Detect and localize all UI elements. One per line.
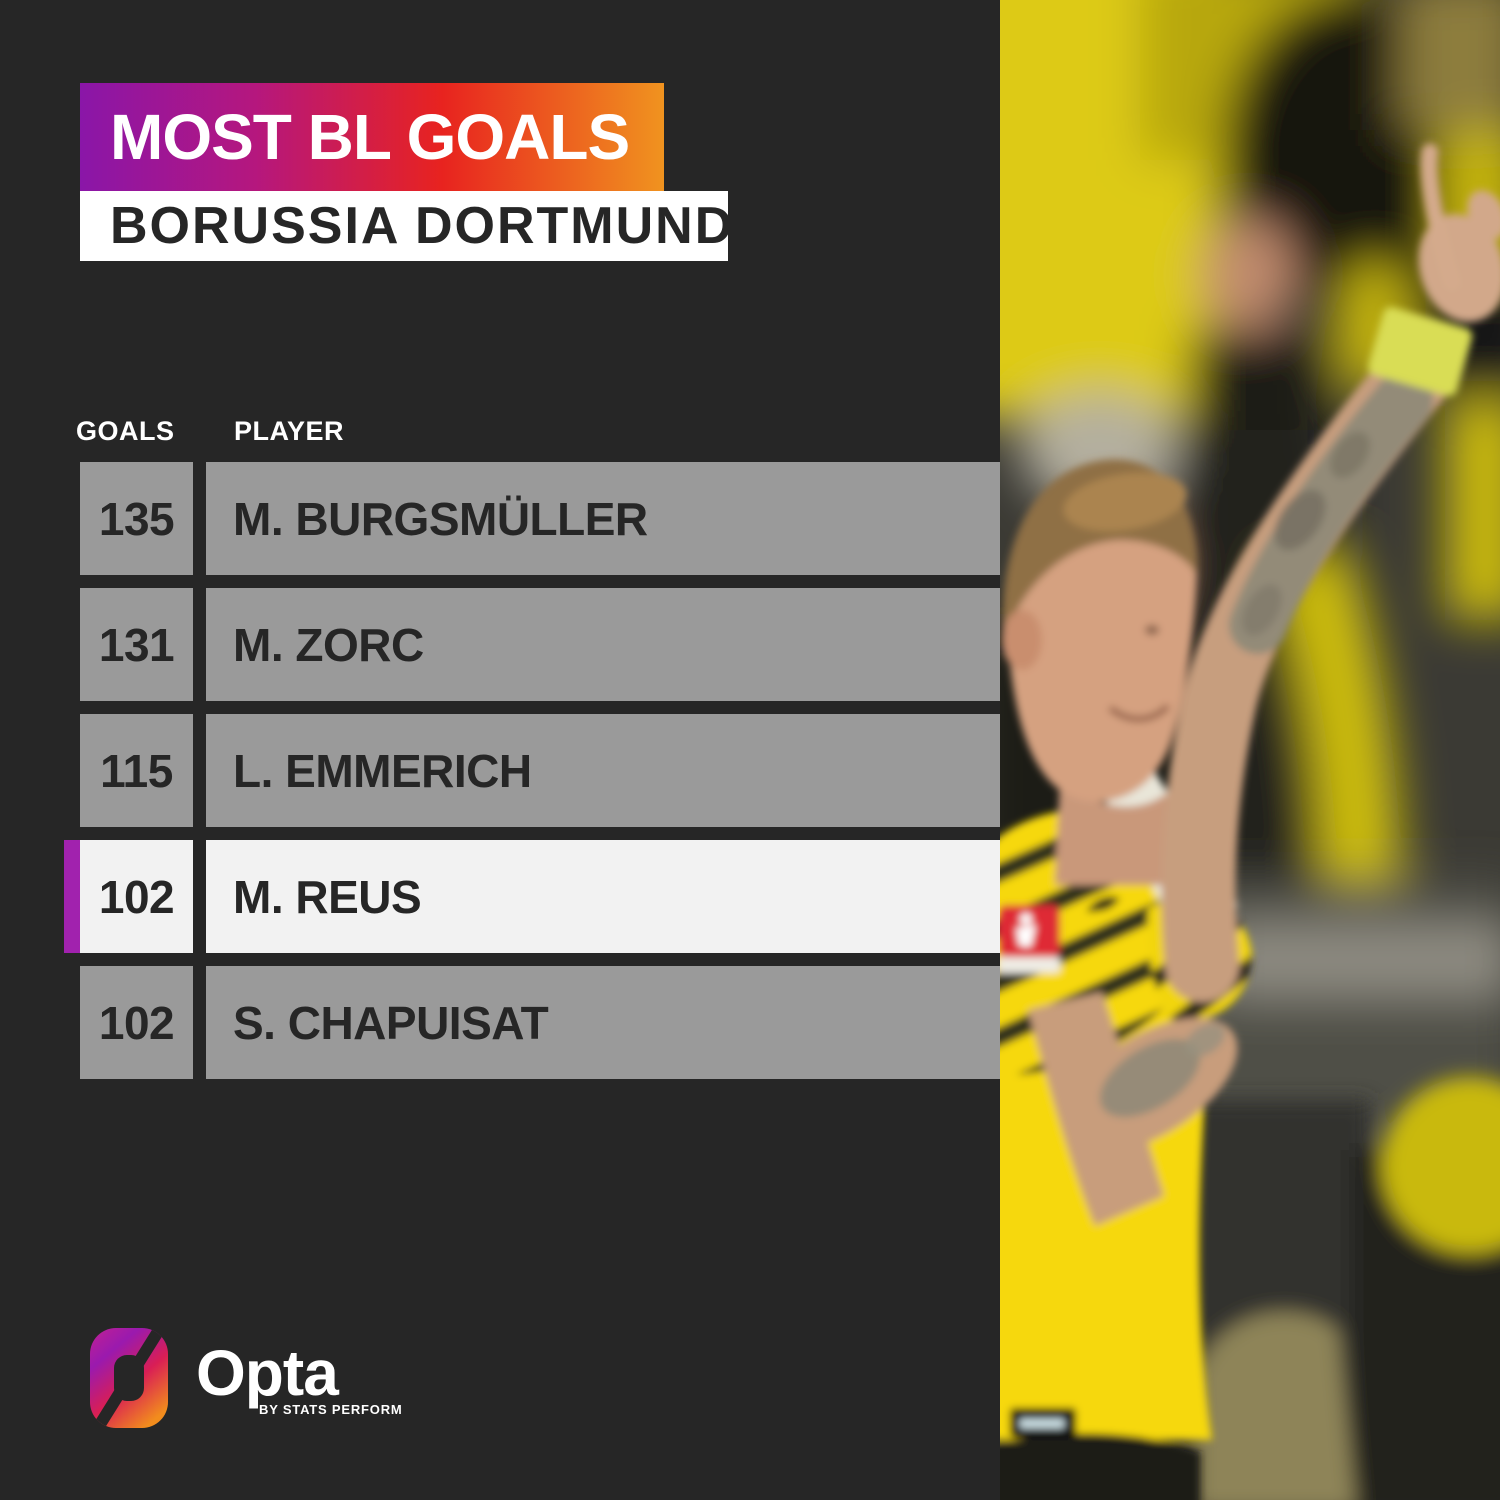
row-accent-bar xyxy=(64,714,80,827)
player-photo xyxy=(1000,0,1500,1500)
table-row: 115 L. EMMERICH xyxy=(64,714,1000,827)
goals-column-header: GOALS xyxy=(76,416,175,446)
player-name: M. ZORC xyxy=(206,588,1000,701)
brand-name: Opta xyxy=(196,1337,339,1409)
player-name: M. BURGSMÜLLER xyxy=(206,462,1000,575)
goals-value: 102 xyxy=(80,840,193,953)
goals-value: 135 xyxy=(80,462,193,575)
page-subtitle: BORUSSIA DORTMUND xyxy=(110,197,735,255)
table-row: 102 S. CHAPUISAT xyxy=(64,966,1000,1079)
row-accent-bar xyxy=(64,588,80,701)
player-column-header: PLAYER xyxy=(234,416,345,446)
title-banner: MOST BL GOALS xyxy=(80,83,664,191)
player-name: S. CHAPUISAT xyxy=(206,966,1000,1079)
goals-value: 102 xyxy=(80,966,193,1079)
subtitle-banner: BORUSSIA DORTMUND xyxy=(80,191,732,261)
page-title: MOST BL GOALS xyxy=(110,101,630,173)
table-row: 135 M. BURGSMÜLLER xyxy=(64,462,1000,575)
row-accent-bar xyxy=(64,462,80,575)
opta-ring xyxy=(90,1328,168,1428)
player-name: L. EMMERICH xyxy=(206,714,1000,827)
player-name: M. REUS xyxy=(206,840,1000,953)
row-accent-bar xyxy=(64,966,80,1079)
opta-hole xyxy=(114,1355,144,1401)
highlight-accent-bar xyxy=(64,840,80,953)
goals-value: 115 xyxy=(80,714,193,827)
opta-logo-icon xyxy=(90,1328,168,1428)
table-row-highlighted: 102 M. REUS xyxy=(64,840,1000,953)
brand-byline: BY STATS PERFORM xyxy=(259,1402,403,1417)
goals-table: 135 M. BURGSMÜLLER 131 M. ZORC 115 L. EM… xyxy=(64,462,1000,1079)
table-row: 131 M. ZORC xyxy=(64,588,1000,701)
goals-value: 131 xyxy=(80,588,193,701)
